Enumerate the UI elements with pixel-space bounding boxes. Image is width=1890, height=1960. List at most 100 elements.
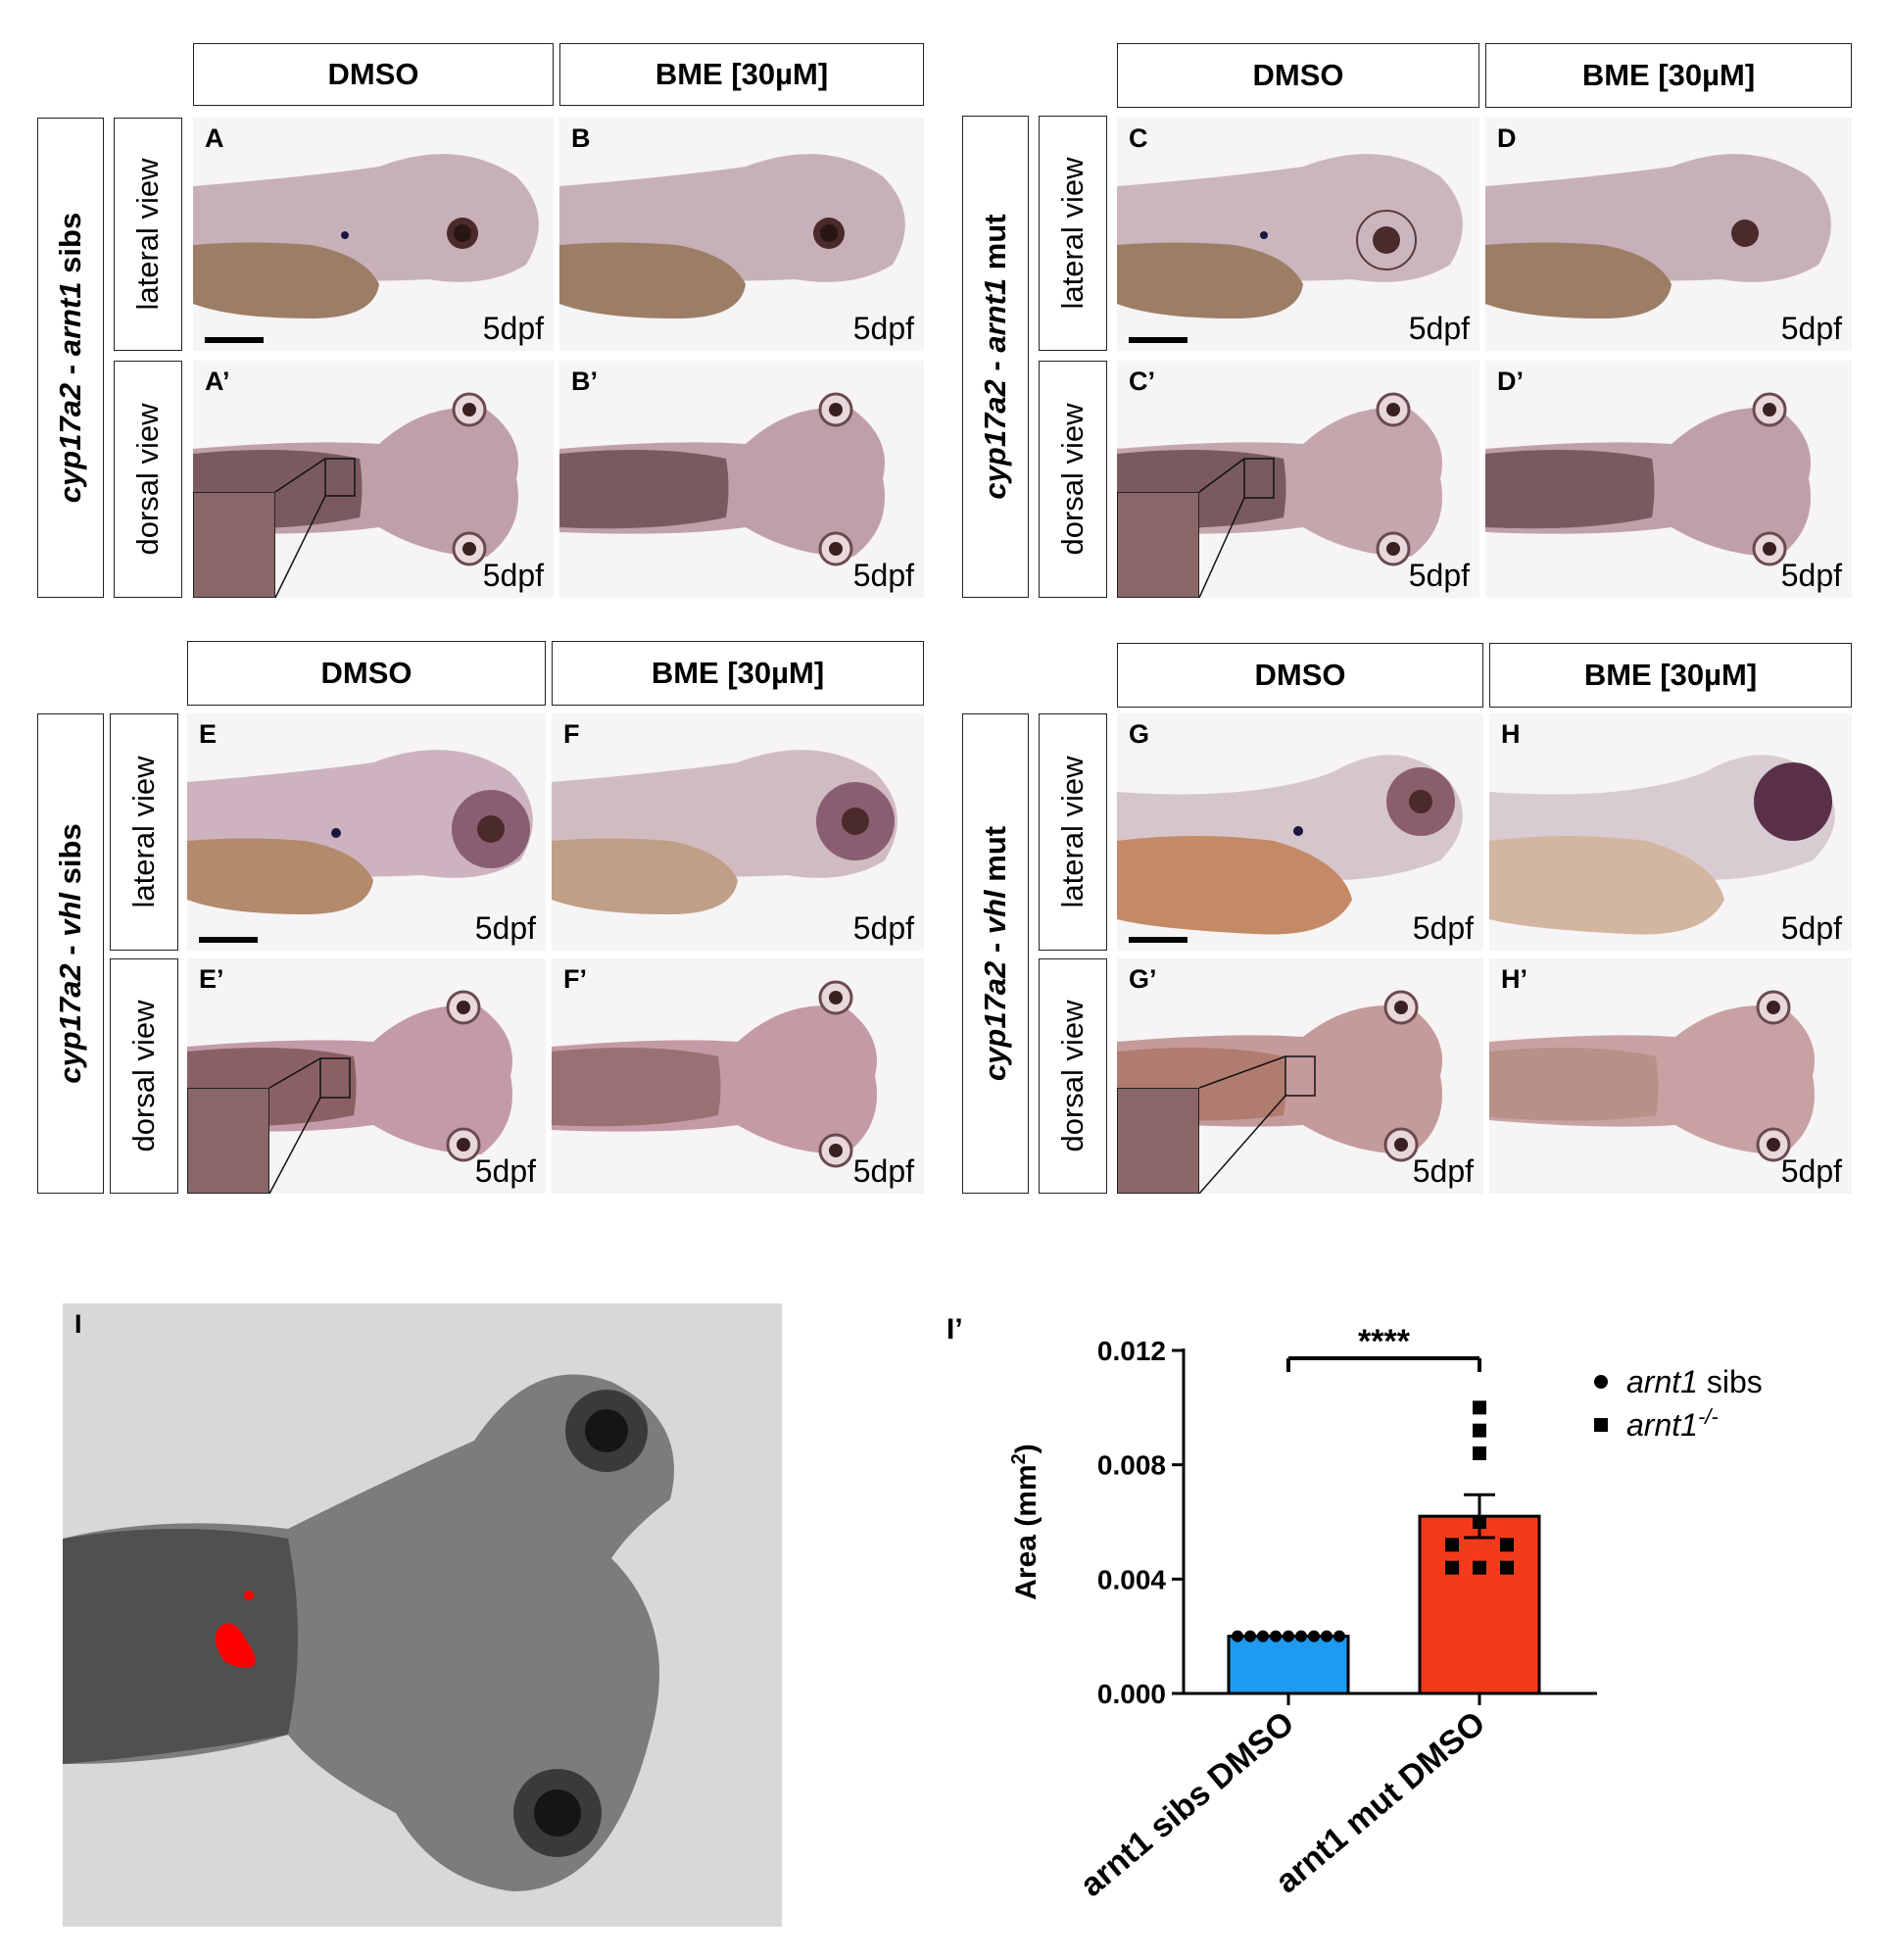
age-label: 5dpf bbox=[1412, 1153, 1474, 1189]
data-point-mut bbox=[1473, 1423, 1486, 1438]
highlighted-region bbox=[216, 1623, 256, 1668]
view-label-text: lateral view bbox=[1055, 157, 1090, 310]
age-label: 5dpf bbox=[852, 311, 914, 346]
panel-label: C’ bbox=[1129, 367, 1155, 396]
age-label: 5dpf bbox=[482, 311, 544, 346]
view-label-lateral-ab: lateral view bbox=[114, 118, 182, 351]
age-label: 5dpf bbox=[1780, 1153, 1842, 1189]
panel-label: G bbox=[1129, 719, 1150, 749]
group-label-arnt1-mut: cyp17a2 - arnt1 mut bbox=[962, 116, 1029, 598]
scale-bar bbox=[1129, 937, 1187, 943]
panel-label: F’ bbox=[563, 964, 587, 994]
view-label-text: dorsal view bbox=[130, 403, 165, 556]
data-point-sibs bbox=[1321, 1630, 1333, 1642]
view-label-dorsal-gh: dorsal view bbox=[1039, 958, 1107, 1194]
group-label-text: cyp17a2 - arnt1 mut bbox=[978, 214, 1012, 500]
view-label-text: dorsal view bbox=[1055, 1000, 1090, 1152]
legend-marker-square bbox=[1594, 1418, 1608, 1432]
data-point-mut bbox=[1445, 1538, 1459, 1552]
header-dmso-ab: DMSO bbox=[193, 43, 554, 106]
view-label-text: lateral view bbox=[130, 158, 165, 311]
header-dmso-ef: DMSO bbox=[187, 641, 546, 706]
zoom-inset bbox=[187, 1088, 269, 1194]
panel-c-lateral: C 5dpf bbox=[1117, 118, 1479, 351]
data-point-mut bbox=[1500, 1560, 1514, 1575]
view-label-text: dorsal view bbox=[1055, 403, 1090, 556]
panel-b-dorsal: B’ 5dpf bbox=[559, 361, 924, 598]
group-label-vhl-mut: cyp17a2 - vhl mut bbox=[962, 713, 1029, 1194]
data-point-mut bbox=[1473, 1400, 1486, 1415]
zoom-inset bbox=[193, 492, 275, 598]
view-label-lateral-cd: lateral view bbox=[1039, 116, 1107, 351]
group-label-text: cyp17a2 - vhl sibs bbox=[53, 823, 87, 1084]
y-tick-label: 0.008 bbox=[1097, 1450, 1166, 1481]
embryo-dorsal-image bbox=[1485, 392, 1811, 566]
scale-bar bbox=[205, 337, 264, 343]
header-bme-cd: BME [30µM] bbox=[1485, 43, 1852, 108]
embryo-lateral-image bbox=[187, 750, 533, 914]
panel-h-lateral: H 5dpf bbox=[1489, 713, 1852, 951]
data-point-sibs bbox=[1295, 1630, 1307, 1642]
grayscale-dorsal-image bbox=[63, 1374, 674, 1891]
scale-bar bbox=[1129, 337, 1187, 343]
panel-label: C bbox=[1129, 123, 1148, 153]
view-label-lateral-gh: lateral view bbox=[1039, 713, 1107, 951]
data-point-sibs bbox=[1333, 1630, 1345, 1642]
panel-f-dorsal: F’ 5dpf bbox=[552, 958, 924, 1194]
y-tick-label: 0.004 bbox=[1097, 1564, 1166, 1594]
view-label-text: dorsal view bbox=[126, 1000, 161, 1152]
panel-label: D bbox=[1497, 123, 1517, 153]
panel-label: E bbox=[199, 719, 218, 749]
view-label-text: lateral view bbox=[126, 756, 161, 908]
view-label-text: lateral view bbox=[1055, 756, 1090, 908]
bar-mut bbox=[1418, 1514, 1541, 1695]
scale-bar bbox=[199, 937, 258, 943]
legend-label: arnt1 sibs bbox=[1626, 1364, 1763, 1399]
data-point-mut bbox=[1473, 1560, 1486, 1575]
age-label: 5dpf bbox=[852, 910, 914, 946]
group-label-text: cyp17a2 - arnt1 sibs bbox=[53, 212, 87, 504]
age-label: 5dpf bbox=[474, 1153, 536, 1189]
embryo-dorsal-image bbox=[559, 392, 885, 566]
panel-label: F bbox=[563, 719, 580, 749]
embryo-lateral-image bbox=[1117, 154, 1463, 318]
panel-d-lateral: D 5dpf bbox=[1485, 118, 1852, 351]
group-label-arnt1-sibs: cyp17a2 - arnt1 sibs bbox=[37, 118, 104, 598]
panel-label: H’ bbox=[1501, 964, 1527, 994]
data-point-sibs bbox=[1232, 1630, 1243, 1642]
header-bme-gh: BME [30µM] bbox=[1489, 643, 1852, 708]
data-point-mut bbox=[1473, 1515, 1486, 1529]
panel-label: E’ bbox=[199, 964, 224, 994]
age-label: 5dpf bbox=[1780, 558, 1842, 593]
embryo-dorsal-image bbox=[1489, 990, 1815, 1162]
data-point-mut bbox=[1473, 1446, 1486, 1460]
panel-d-dorsal: D’ 5dpf bbox=[1485, 361, 1852, 598]
header-dmso-gh: DMSO bbox=[1117, 643, 1483, 708]
bar-chart: 0.000 0.004 0.008 0.012 Area (mm2) arnt1 sibs… bbox=[1008, 1323, 1763, 1904]
x-tick-label: arnt1 mut DMSO bbox=[1269, 1704, 1492, 1900]
panel-a-lateral: A 5dpf bbox=[193, 118, 554, 351]
header-dmso-cd: DMSO bbox=[1117, 43, 1479, 108]
embryo-lateral-image bbox=[1117, 755, 1463, 935]
age-label: 5dpf bbox=[482, 558, 544, 593]
panel-e-dorsal: E’ 5dpf bbox=[187, 958, 546, 1194]
embryo-lateral-image bbox=[559, 154, 905, 318]
age-label: 5dpf bbox=[1780, 910, 1842, 946]
panel-label: B bbox=[571, 123, 591, 153]
data-point-sibs bbox=[1308, 1630, 1320, 1642]
panel-label: D’ bbox=[1497, 367, 1524, 396]
view-label-dorsal-ab: dorsal view bbox=[114, 361, 182, 598]
panel-i2-label: I’ bbox=[946, 1313, 963, 1346]
panel-label: G’ bbox=[1129, 964, 1157, 994]
panel-label: A’ bbox=[205, 367, 230, 396]
view-label-dorsal-ef: dorsal view bbox=[110, 958, 178, 1194]
panel-h-dorsal: H’ 5dpf bbox=[1489, 958, 1852, 1194]
age-label: 5dpf bbox=[1408, 558, 1470, 593]
bar-sibs bbox=[1227, 1635, 1350, 1695]
age-label: 5dpf bbox=[1408, 311, 1470, 346]
age-label: 5dpf bbox=[1780, 311, 1842, 346]
panel-label: A bbox=[205, 123, 224, 153]
panel-g-lateral: G 5dpf bbox=[1117, 713, 1483, 951]
data-point-mut bbox=[1445, 1560, 1459, 1575]
view-label-dorsal-cd: dorsal view bbox=[1039, 361, 1107, 598]
